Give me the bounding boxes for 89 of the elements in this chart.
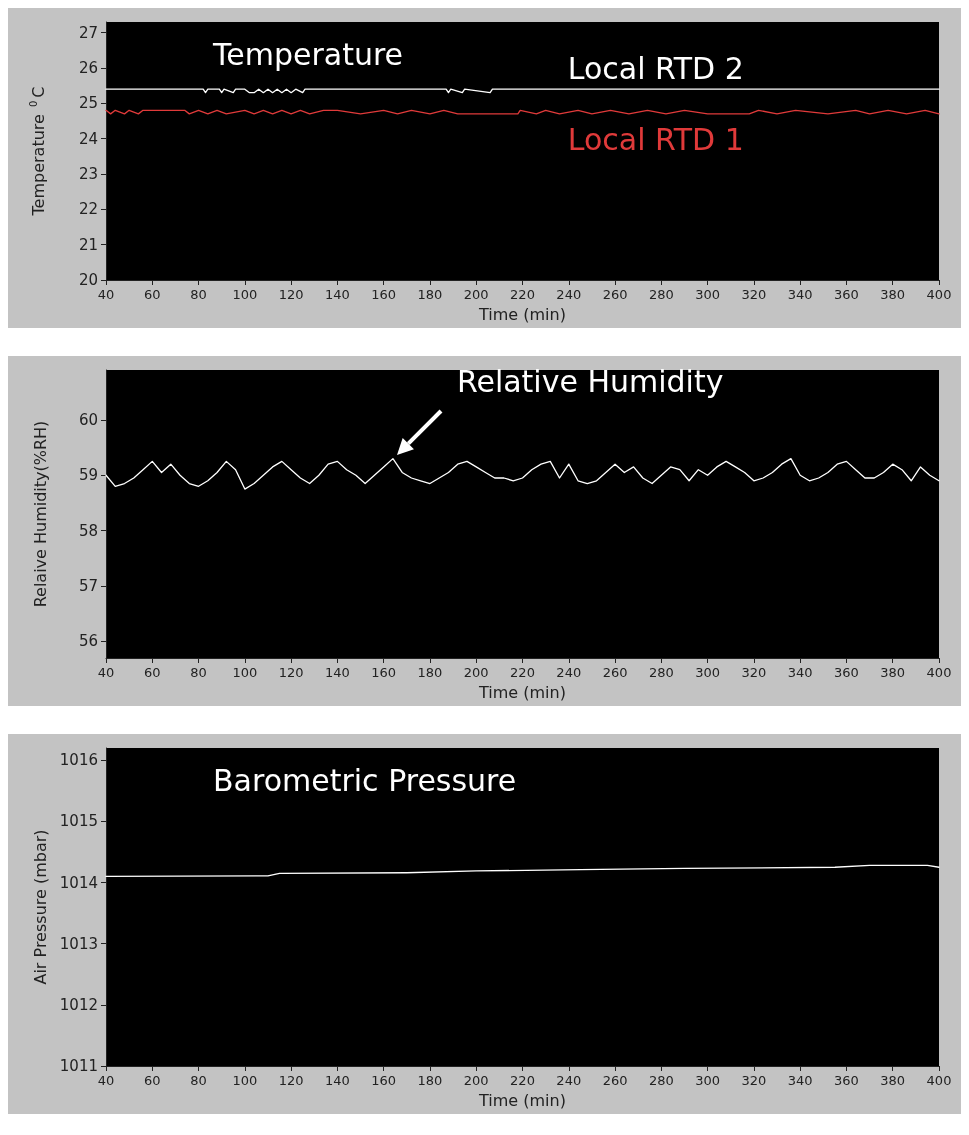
x-tick-label: 280 xyxy=(648,665,674,680)
x-tick-label: 40 xyxy=(97,665,115,680)
y-tick-label: 1014 xyxy=(59,873,98,892)
x-tick-label: 160 xyxy=(371,665,397,680)
x-tick-label: 60 xyxy=(144,1073,161,1088)
annotation: Relative Humidity xyxy=(456,364,724,400)
y-tick-label: 23 xyxy=(78,164,98,183)
x-tick-label: 60 xyxy=(144,287,161,302)
y-tick-label: 22 xyxy=(78,200,98,219)
y-tick-label: 24 xyxy=(78,129,98,148)
y-tick-label: 21 xyxy=(78,235,98,254)
x-tick-label: 340 xyxy=(787,287,813,302)
text: Barometric Pressure xyxy=(213,762,517,798)
x-tick-label: 320 xyxy=(741,665,767,680)
x-tick-label: 100 xyxy=(232,1073,258,1088)
y-tick-label: 1016 xyxy=(59,751,98,770)
x-tick-label: 140 xyxy=(324,287,350,302)
x-tick-label: 340 xyxy=(787,665,813,680)
y-tick-label: 1011 xyxy=(59,1057,98,1075)
x-tick-label: 220 xyxy=(510,665,535,680)
x-tick-label: 160 xyxy=(371,287,397,302)
line-series xyxy=(105,864,940,878)
x-tick-label: 160 xyxy=(371,1073,397,1088)
x-axis-title: Time (min) xyxy=(478,1090,566,1110)
x-tick-label: 100 xyxy=(232,665,258,680)
x-axis-title: Time (min) xyxy=(478,682,566,702)
x-tick-label: 120 xyxy=(278,287,304,302)
y-tick-label: 20 xyxy=(78,271,98,289)
series-label: Local RTD 1 xyxy=(567,121,744,157)
y-axis-title: Air Pressure (mbar) xyxy=(30,829,50,985)
x-tick-label: 40 xyxy=(97,1073,115,1088)
x-tick-label: 100 xyxy=(232,287,258,302)
x-tick-label: 200 xyxy=(463,1073,489,1088)
x-tick-label: 300 xyxy=(695,287,721,302)
x-tick-label: 320 xyxy=(741,287,767,302)
x-axis-title: Time (min) xyxy=(478,304,566,324)
x-tick-label: 80 xyxy=(190,1073,207,1088)
x-tick-label: 320 xyxy=(741,1073,767,1088)
y-tick-label: 60 xyxy=(78,410,98,429)
x-tick-label: 80 xyxy=(190,287,207,302)
x-tick-label: 80 xyxy=(190,665,207,680)
x-tick-label: 120 xyxy=(278,665,304,680)
x-tick-label: 180 xyxy=(417,665,443,680)
x-tick-label: 120 xyxy=(278,1073,304,1088)
x-tick-label: 380 xyxy=(880,287,906,302)
x-tick-label: 400 xyxy=(926,287,952,302)
y-tick-label: 26 xyxy=(78,58,98,77)
text: Temperature xyxy=(212,36,404,72)
x-tick-label: 380 xyxy=(880,1073,906,1088)
x-tick-label: 300 xyxy=(695,665,721,680)
x-tick-label: 260 xyxy=(602,1073,628,1088)
x-tick-label: 220 xyxy=(510,287,535,302)
x-tick-label: 360 xyxy=(834,287,859,302)
y-tick-label: 1015 xyxy=(59,812,98,831)
x-tick-label: 400 xyxy=(926,665,952,680)
x-tick-label: 260 xyxy=(602,665,628,680)
x-tick-label: 340 xyxy=(787,1073,813,1088)
y-tick-label: 57 xyxy=(78,577,98,595)
x-tick-label: 360 xyxy=(834,1073,859,1088)
x-tick-label: 240 xyxy=(556,1073,582,1088)
x-tick-label: 200 xyxy=(463,665,489,680)
x-tick-label: 280 xyxy=(648,287,674,302)
y-tick-label: 1012 xyxy=(59,995,98,1014)
x-tick-label: 220 xyxy=(510,1073,535,1088)
x-tick-label: 360 xyxy=(834,665,859,680)
x-tick-label: 280 xyxy=(648,1073,674,1088)
y-axis-title: Relaive Humidity(%RH) xyxy=(30,420,50,608)
x-tick-label: 240 xyxy=(556,665,582,680)
y-tick-label: 1013 xyxy=(59,934,98,953)
series-label: Local RTD 2 xyxy=(567,50,744,86)
x-tick-label: 180 xyxy=(417,1073,443,1088)
x-tick-label: 240 xyxy=(556,287,582,302)
y-axis-title: Temperature 0C xyxy=(27,86,48,217)
x-tick-label: 140 xyxy=(324,1073,350,1088)
x-tick-label: 300 xyxy=(695,1073,721,1088)
y-tick-label: 58 xyxy=(78,521,98,540)
x-tick-label: 140 xyxy=(324,665,350,680)
y-tick-label: 59 xyxy=(78,466,98,485)
x-tick-label: 180 xyxy=(417,287,443,302)
x-tick-label: 60 xyxy=(144,665,161,680)
y-tick-label: 56 xyxy=(78,632,98,651)
x-tick-label: 40 xyxy=(97,287,115,302)
y-tick-label: 27 xyxy=(78,23,98,42)
line-series xyxy=(105,457,940,490)
x-tick-label: 200 xyxy=(463,287,489,302)
y-tick-label: 25 xyxy=(78,94,98,113)
x-tick-label: 380 xyxy=(880,665,906,680)
x-tick-label: 400 xyxy=(926,1073,952,1088)
x-tick-label: 260 xyxy=(602,287,628,302)
